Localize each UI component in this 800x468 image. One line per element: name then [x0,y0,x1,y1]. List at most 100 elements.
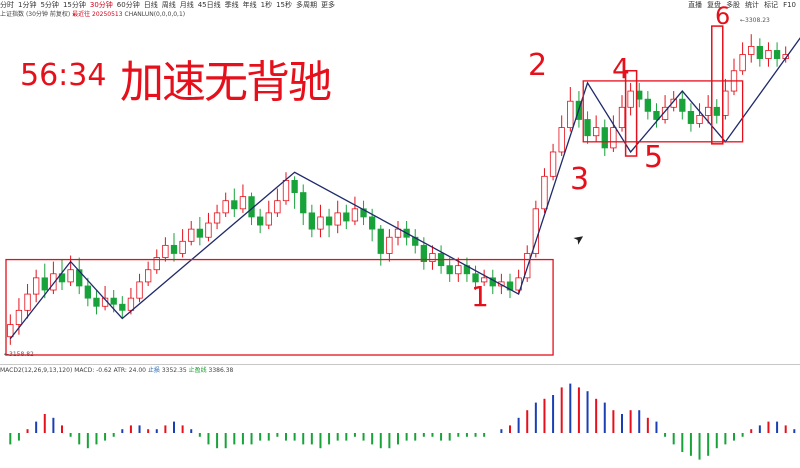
right-tool-4[interactable]: 标记 [764,1,779,9]
period-note: (30分钟 前复权) [25,11,71,18]
point-label-3: 3 [570,162,590,197]
period-tab-5[interactable]: 60分钟 [116,1,140,9]
period-tab-7[interactable]: 周线 [161,1,176,9]
period-tab-4[interactable]: 30分钟 [89,1,113,9]
candle-body [325,216,333,226]
candle-body [446,265,453,275]
candle-body [472,273,479,283]
zone-box-top [582,80,744,143]
candle-body [15,309,23,325]
right-toolbar: 直播 复盘 多股 统计 标记 F10 [683,0,796,10]
period-tab-3[interactable]: 15分钟 [62,1,86,9]
right-tool-2[interactable]: 多股 [726,1,741,9]
period-tab-8[interactable]: 月线 [179,1,194,9]
point-label-4: 4 [612,52,630,85]
candle-body [618,106,626,129]
candle-body [7,324,14,338]
candle-body [188,228,195,242]
candle-body [231,200,238,210]
stop-profit-value: 3386.38 [208,367,234,374]
zone-box-5 [711,25,724,145]
period-tab-12[interactable]: 1秒 [260,1,273,9]
candle-body [343,212,350,222]
candle-body [41,277,48,291]
chart-subheader: 上证指数 (30分钟 前复权) 最近往 20250513 CHANLUN(0,0… [0,10,800,20]
right-tool-5[interactable]: F10 [783,1,796,9]
period-tab-11[interactable]: 年线 [242,1,257,9]
candle-body [136,281,143,299]
candle-body [455,265,462,275]
macd-header: MACD2(12,26,9,13,120) MACD: -0.62 ATR: 2… [0,366,233,375]
period-tab-10[interactable]: 季线 [224,1,239,9]
period-tab-15[interactable]: 更多 [321,1,336,9]
right-tool-3[interactable]: 统计 [745,1,760,9]
candle-body [394,228,402,238]
candle-body [205,222,212,238]
candle-body [644,98,652,112]
macd-name: MACD2(12,26,9,13,120) [0,367,73,374]
point-label-2: 2 [528,48,548,83]
candle-body [308,212,316,230]
candle-body [170,244,178,254]
candle-body [300,192,307,214]
candle-body [144,269,152,283]
candle-body [661,106,669,120]
candle-body [601,127,608,149]
candle-body [334,212,341,226]
period-tab-9[interactable]: 45日线 [197,1,221,9]
candle-body [127,297,135,311]
candle-body [558,127,565,153]
low-price-label: ←3158.82 [4,351,34,358]
period-tab-6[interactable]: 日线 [143,1,158,9]
candle-body [584,119,591,137]
candle-body [265,212,272,226]
period-tab-0[interactable]: 分时 [0,1,14,9]
candle-body [32,277,40,295]
candle-body [756,45,764,59]
stop-profit-label: 止盈线 [188,367,207,374]
candle-body [670,98,677,108]
candle-body [480,277,488,283]
period-tab-13[interactable]: 15秒 [276,1,293,9]
candle-body [687,110,695,124]
period-tab-14[interactable]: 多周期 [296,1,318,9]
candle-body [773,50,781,59]
zone-box-3 [624,70,638,157]
candle-body [592,127,600,137]
candle-body [739,54,746,72]
candle-body [119,303,126,311]
panel-divider [0,364,800,365]
point-label-5: 5 [644,140,664,175]
right-tool-1[interactable]: 复盘 [707,1,722,9]
candle-body [282,179,290,202]
period-tab-1[interactable]: 1分钟 [18,1,37,9]
candle-body [429,253,436,263]
candle-body [93,297,100,307]
candle-body [67,269,74,283]
candle-body [239,196,247,210]
candle-body [110,297,117,305]
atr-value: ATR: 24.00 [113,367,146,374]
candle-body [420,244,428,263]
indicator-label: CHANLUN(0,0,0,0,1) [124,11,186,18]
candle-body [256,216,264,226]
high-price-label: ←3308.23 [740,17,770,24]
candle-body [222,200,229,214]
candle-body [541,175,548,210]
candle-body [179,240,186,254]
candle-body [653,110,660,120]
candle-body [610,127,617,149]
right-tool-0[interactable]: 直播 [688,1,703,9]
period-toolbar: 分时 1分钟 5分钟 15分钟 30分钟 60分钟 日线 周线 月线 45日线 季线 年线 1秒 15秒多… [0,0,800,10]
candle-body [196,228,204,238]
candle-body [549,151,557,177]
candle-body [162,244,169,258]
point-label-1: 1 [471,280,489,313]
period-tab-2[interactable]: 5分钟 [40,1,59,9]
macd-value: MACD: -0.62 [74,367,112,374]
candle-body [696,115,703,124]
latest-label: 最近往 [72,11,91,18]
time-annotation: 56:34 [20,58,107,93]
candle-body [274,200,281,214]
